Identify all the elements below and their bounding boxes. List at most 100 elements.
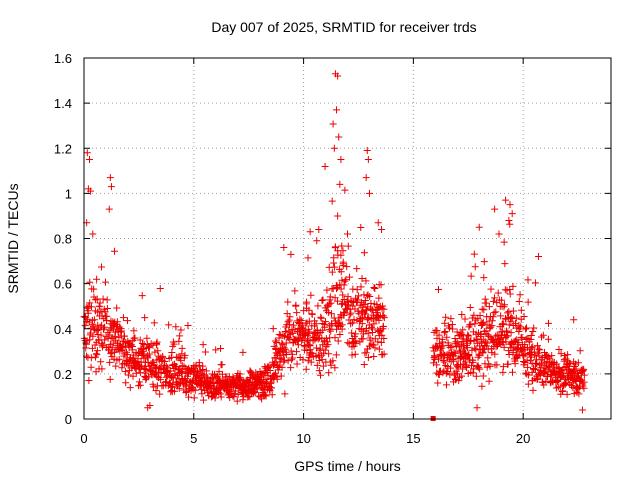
data-point	[149, 383, 157, 391]
data-point	[466, 303, 474, 311]
x-tick-label: 15	[406, 431, 420, 446]
data-point	[357, 315, 365, 323]
data-point	[314, 302, 322, 310]
data-point	[530, 365, 538, 373]
data-point	[521, 350, 529, 358]
data-point	[233, 397, 241, 405]
data-point	[529, 343, 537, 351]
data-point	[524, 363, 532, 371]
data-point	[331, 364, 339, 372]
data-point	[358, 320, 366, 328]
data-point	[107, 334, 115, 342]
data-point	[317, 313, 325, 321]
data-point	[456, 347, 464, 355]
data-point	[505, 321, 513, 329]
data-point	[331, 334, 339, 342]
data-point	[138, 292, 146, 300]
data-point	[318, 356, 326, 364]
data-point	[523, 356, 531, 364]
data-point	[489, 297, 497, 305]
data-point	[479, 318, 487, 326]
data-point	[316, 345, 324, 353]
data-point	[130, 327, 138, 335]
data-point	[253, 385, 261, 393]
data-point	[512, 337, 520, 345]
data-point	[289, 354, 297, 362]
data-point	[87, 187, 95, 195]
data-point	[312, 320, 320, 328]
data-point	[363, 147, 371, 155]
data-point	[89, 332, 97, 340]
data-point	[459, 326, 467, 334]
data-point	[339, 247, 347, 255]
data-point	[168, 349, 176, 357]
data-point	[152, 387, 160, 395]
data-point	[556, 383, 564, 391]
data-point	[112, 362, 120, 370]
data-point	[332, 351, 340, 359]
data-point	[334, 212, 342, 220]
data-point	[141, 369, 149, 377]
data-point	[135, 382, 143, 390]
data-point	[318, 297, 326, 305]
data-point	[85, 376, 93, 384]
data-point	[478, 382, 486, 390]
data-point	[353, 265, 361, 273]
data-point	[452, 375, 460, 383]
data-point	[364, 353, 372, 361]
data-point	[451, 349, 459, 357]
data-point	[170, 340, 178, 348]
data-point	[527, 332, 535, 340]
data-point	[542, 362, 550, 370]
data-point	[113, 304, 121, 312]
y-tick-label: 0.6	[54, 277, 72, 292]
data-point	[99, 295, 107, 303]
data-point	[484, 331, 492, 339]
data-point	[317, 314, 325, 322]
data-point	[371, 285, 379, 293]
data-point	[505, 351, 513, 359]
data-point	[308, 310, 316, 318]
data-point	[138, 339, 146, 347]
data-point	[516, 291, 524, 299]
data-point	[344, 293, 352, 301]
data-point	[97, 307, 105, 315]
data-point	[435, 355, 443, 363]
data-point	[477, 330, 485, 338]
data-point	[548, 352, 556, 360]
data-point	[339, 291, 347, 299]
data-point	[529, 386, 537, 394]
data-point	[500, 238, 508, 246]
data-point	[93, 351, 101, 359]
data-point	[336, 331, 344, 339]
data-point	[246, 393, 254, 401]
data-point	[212, 346, 220, 354]
data-point	[124, 317, 132, 325]
data-point	[321, 162, 329, 170]
data-point	[136, 381, 144, 389]
data-point	[375, 316, 383, 324]
data-point	[470, 311, 478, 319]
data-point	[476, 311, 484, 319]
y-tick-label: 1	[65, 186, 72, 201]
data-point	[181, 351, 189, 359]
data-point	[506, 201, 514, 209]
data-point	[131, 334, 139, 342]
data-point	[471, 320, 479, 328]
data-point	[101, 323, 109, 331]
data-point	[124, 361, 132, 369]
data-point	[440, 358, 448, 366]
data-point	[280, 344, 288, 352]
data-point	[281, 328, 289, 336]
data-point	[507, 313, 515, 321]
data-point	[85, 156, 93, 164]
data-point	[335, 133, 343, 141]
data-point	[485, 303, 493, 311]
data-point	[368, 340, 376, 348]
data-point	[506, 220, 514, 228]
data-point	[368, 323, 376, 331]
data-point	[344, 242, 352, 250]
data-point	[308, 349, 316, 357]
data-point	[346, 273, 354, 281]
data-point	[486, 362, 494, 370]
